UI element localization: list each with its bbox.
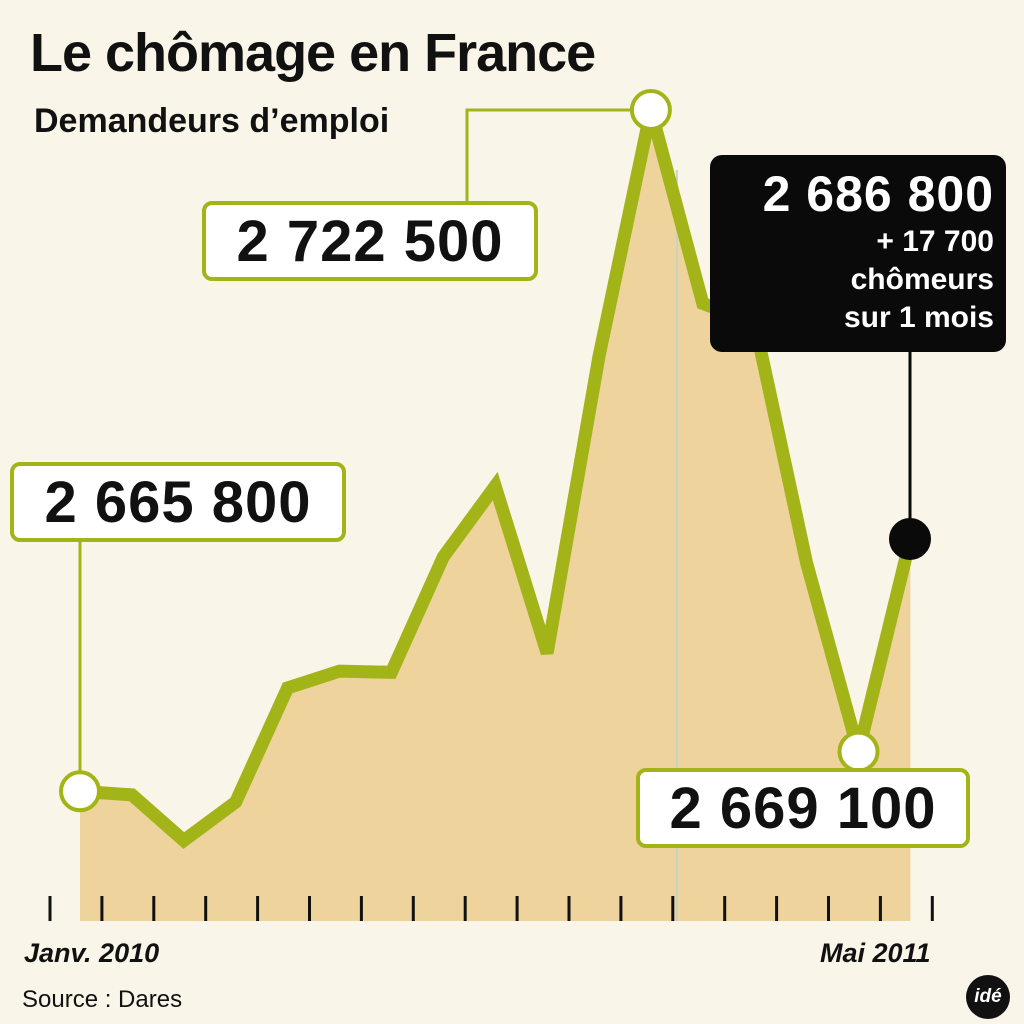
value-label-low: 2 669 100: [636, 768, 970, 848]
series-line: [79, 108, 917, 849]
area-fill: [80, 110, 911, 922]
last-period: sur 1 mois: [843, 301, 994, 334]
source-note: Source : Dares: [22, 986, 183, 1013]
last-change: + 17 700: [876, 225, 994, 258]
marker-last: [889, 517, 931, 560]
last-value: 2 686 800: [762, 166, 994, 222]
value-label-start: 2 665 800: [10, 462, 346, 542]
value-label-last: 2 686 800 + 17 700 chômeurs sur 1 mois: [710, 155, 1006, 352]
marker-start: [59, 770, 101, 813]
value-label-peak: 2 722 500: [202, 201, 538, 281]
leader-line-peak: [465, 108, 651, 205]
x-tick-label-end: Mai 2011: [820, 938, 931, 968]
x-tick-label-start: Janv. 2010: [24, 938, 160, 968]
chart-title: Le chômage en France: [30, 23, 596, 83]
marker-peak: [629, 89, 672, 132]
last-unit: chômeurs: [850, 263, 994, 296]
publisher-logo: idé: [966, 975, 1010, 1019]
marker-low: [837, 730, 880, 773]
chart-subtitle: Demandeurs d’emploi: [34, 102, 390, 140]
